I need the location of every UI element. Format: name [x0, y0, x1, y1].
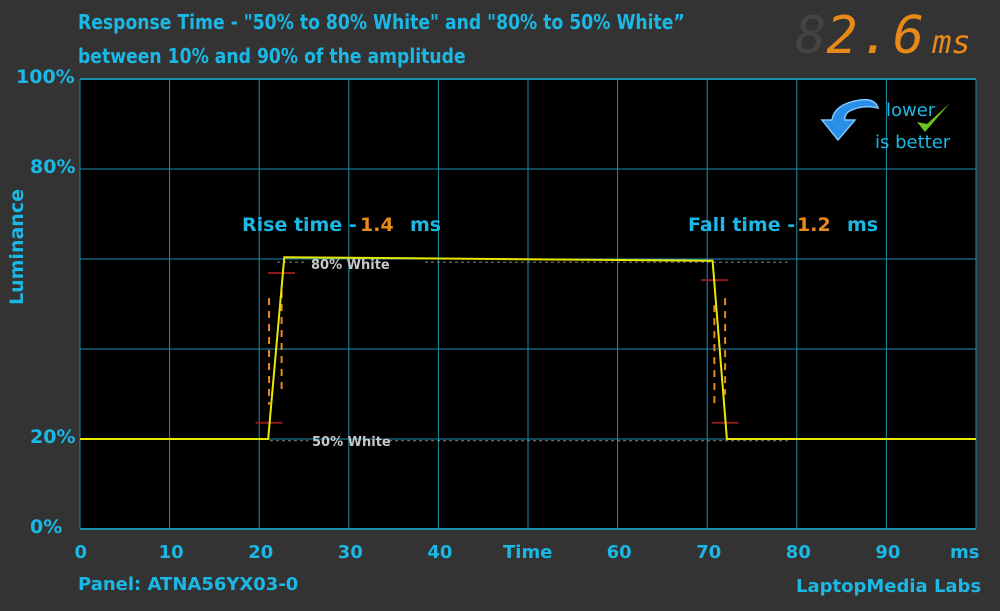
- x-tick-label: 80: [785, 542, 811, 563]
- ghost-digit: 8: [795, 6, 827, 66]
- y-tick-label: 80%: [30, 156, 76, 178]
- fall-time-unit: ms: [847, 214, 878, 236]
- x-tick-label: 40: [427, 542, 453, 563]
- chart-title: Response Time - "50% to 80% White" and "…: [78, 10, 685, 34]
- brand-label: LaptopMedia Labs: [796, 576, 982, 597]
- reference-lines: [269, 261, 788, 442]
- fall-time-label: Fall time -: [688, 214, 795, 236]
- rise-time-label: Rise time -: [242, 214, 357, 236]
- total-response-unit: ms: [932, 23, 971, 61]
- total-response-value: 2.6: [826, 6, 927, 66]
- x-tick-label: 70: [696, 542, 722, 563]
- chart-subtitle: between 10% and 90% of the amplitude: [78, 44, 466, 68]
- rise-time-unit: ms: [410, 214, 441, 236]
- panel-model: Panel: ATNA56YX03-0: [78, 574, 299, 595]
- fall-time-value: 1.2: [797, 214, 831, 236]
- ref-label-50: 50% White: [312, 435, 391, 450]
- luminance-trace: [80, 256, 976, 440]
- badge-line2: is better: [875, 132, 951, 153]
- y-tick-label: 100%: [16, 66, 75, 88]
- lower-is-better-badge: lower is better: [820, 98, 951, 153]
- x-axis-label: Time: [503, 542, 553, 563]
- x-tick-label: 90: [875, 542, 901, 563]
- y-tick-label: 0%: [30, 516, 63, 538]
- x-tick-label: 60: [606, 542, 632, 563]
- x-axis-unit: ms: [950, 542, 980, 563]
- y-tick-label: 20%: [30, 426, 76, 448]
- rise-time-value: 1.4: [360, 214, 394, 236]
- down-arrow-icon: [820, 98, 880, 142]
- x-tick-label: 0: [74, 542, 88, 563]
- x-tick-label: 10: [158, 542, 184, 563]
- badge-line1: lower: [886, 100, 936, 121]
- total-response-display: 82.6 ms: [795, 6, 971, 66]
- x-tick-label: 30: [337, 542, 363, 563]
- checkmark-icon: [917, 103, 950, 132]
- y-axis-label: Luminance: [6, 189, 28, 305]
- x-tick-label: 20: [248, 542, 274, 563]
- ref-label-80: 80% White: [311, 258, 390, 273]
